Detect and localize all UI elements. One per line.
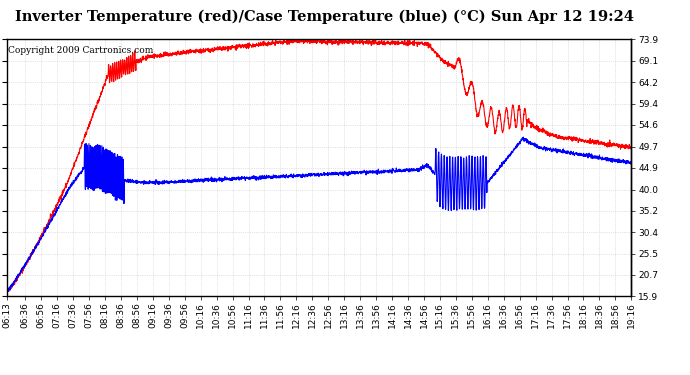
Text: Inverter Temperature (red)/Case Temperature (blue) (°C) Sun Apr 12 19:24: Inverter Temperature (red)/Case Temperat… (14, 9, 634, 24)
Text: Copyright 2009 Cartronics.com: Copyright 2009 Cartronics.com (8, 46, 153, 55)
